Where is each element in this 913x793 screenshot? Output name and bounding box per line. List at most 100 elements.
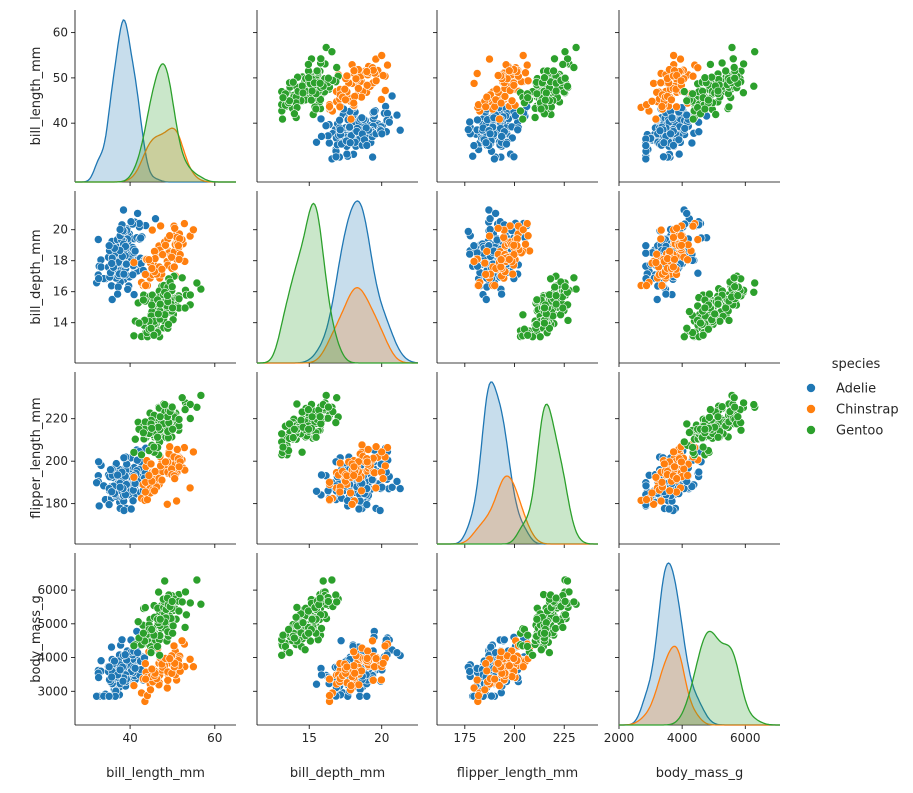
scatter-point-gentoo [706, 405, 715, 414]
scatter-point-gentoo [739, 59, 748, 69]
scatter-point-gentoo [324, 402, 333, 412]
scatter-point-chinstrap [157, 264, 167, 274]
panel-bill_depth_mm-vs-flipper_length_mm [433, 191, 598, 367]
scatter-point-chinstrap [349, 98, 359, 108]
scatter-point-gentoo [551, 593, 561, 603]
scatter-point-adelie [490, 154, 499, 164]
scatter-point-adelie [357, 113, 367, 123]
scatter-point-chinstrap [485, 231, 494, 241]
scatter-point-chinstrap [129, 472, 139, 482]
scatter-point-gentoo [192, 575, 202, 585]
scatter-point-adelie [509, 152, 519, 162]
scatter-point-adelie [687, 138, 697, 148]
scatter-point-gentoo [277, 429, 287, 439]
scatter-point-gentoo [129, 448, 139, 457]
scatter-point-gentoo [147, 625, 156, 634]
scatter-point-gentoo [536, 104, 546, 114]
scatter-point-chinstrap [523, 231, 533, 240]
scatter-point-adelie [119, 506, 129, 515]
scatter-point-gentoo [174, 415, 184, 424]
scatter-point-chinstrap [377, 51, 387, 60]
scatter-point-gentoo [155, 650, 164, 660]
scatter-point-chinstrap [500, 92, 510, 101]
scatter-point-gentoo [290, 109, 299, 118]
panel-bill_depth_mm-vs-bill_length_mm: 14 16 18 20 [53, 191, 236, 367]
scatter-point-gentoo [277, 650, 287, 660]
scatter-point-chinstrap [163, 675, 173, 685]
scatter-point-adelie [468, 151, 478, 161]
scatter-point-gentoo [321, 43, 331, 52]
scatter-point-gentoo [569, 597, 579, 607]
scatter-point-adelie [96, 262, 106, 272]
scatter-point-chinstrap [335, 458, 345, 468]
scatter-point-chinstrap [481, 270, 491, 279]
panel-flipper_length_mm-vs-flipper_length_mm [433, 372, 598, 548]
scatter-point-chinstrap [371, 442, 381, 452]
scatter-point-gentoo [551, 291, 561, 300]
scatter-point-gentoo [717, 402, 727, 412]
scatter-point-gentoo [332, 63, 342, 72]
scatter-point-adelie [652, 295, 662, 304]
scatter-point-gentoo [298, 618, 308, 628]
scatter-point-adelie [641, 248, 651, 258]
scatter-point-chinstrap [354, 680, 364, 690]
scatter-point-adelie [92, 478, 101, 488]
x-axis-label-bill_depth_mm: bill_depth_mm [290, 766, 385, 781]
scatter-point-gentoo [186, 290, 195, 300]
scatter-point-gentoo [698, 442, 708, 452]
scatter-point-gentoo [679, 87, 689, 96]
scatter-point-adelie [465, 249, 475, 259]
scatter-point-adelie [674, 149, 684, 159]
scatter-point-gentoo [551, 299, 561, 309]
scatter-point-adelie [119, 269, 129, 279]
scatter-point-chinstrap [150, 486, 159, 496]
scatter-point-adelie [321, 121, 331, 130]
x-axis-label-flipper_length_mm: flipper_length_mm [457, 766, 578, 781]
x-tick-label: 225 [553, 731, 576, 745]
scatter-point-adelie [335, 125, 345, 135]
scatter-point-gentoo [721, 66, 731, 76]
scatter-point-gentoo [710, 309, 720, 319]
scatter-point-chinstrap [509, 654, 519, 663]
scatter-point-chinstrap [469, 79, 479, 88]
scatter-point-chinstrap [676, 231, 686, 240]
scatter-point-chinstrap [656, 225, 666, 235]
scatter-point-adelie [513, 125, 523, 135]
panel-body_mass_g-vs-bill_depth_mm: 15 20 [253, 553, 418, 745]
scatter-point-chinstrap [669, 51, 678, 60]
scatter-point-gentoo [560, 597, 570, 606]
y-tick-label: 6000 [37, 583, 68, 597]
scatter-point-gentoo [713, 86, 723, 96]
scatter-point-gentoo [327, 47, 337, 57]
scatter-point-gentoo [278, 114, 287, 124]
scatter-point-gentoo [139, 295, 148, 305]
scatter-point-gentoo [288, 77, 298, 87]
scatter-point-gentoo [728, 54, 738, 64]
scatter-point-gentoo [167, 597, 177, 606]
scatter-point-adelie [94, 235, 103, 244]
scatter-point-gentoo [700, 73, 710, 82]
scatter-point-adelie [465, 667, 475, 676]
scatter-point-adelie [113, 289, 122, 299]
scatter-point-gentoo [749, 81, 759, 91]
scatter-point-chinstrap [693, 63, 703, 72]
scatter-point-gentoo [563, 576, 572, 586]
scatter-point-gentoo [730, 73, 740, 83]
scatter-point-chinstrap [371, 483, 381, 493]
scatter-point-gentoo [717, 58, 727, 68]
legend-marker-gentoo [806, 425, 816, 435]
scatter-point-gentoo [304, 73, 313, 82]
scatter-point-gentoo [324, 597, 333, 606]
scatter-point-chinstrap [335, 487, 345, 497]
scatter-point-adelie [130, 246, 140, 256]
scatter-point-chinstrap [642, 495, 651, 504]
scatter-point-adelie [392, 477, 402, 486]
scatter-point-adelie [664, 504, 674, 514]
scatter-point-gentoo [311, 432, 321, 442]
scatter-point-chinstrap [647, 97, 657, 106]
panel-flipper_length_mm-vs-bill_depth_mm [253, 372, 418, 548]
scatter-point-adelie [362, 500, 372, 509]
scatter-point-adelie [369, 107, 379, 117]
scatter-point-gentoo [700, 424, 710, 434]
